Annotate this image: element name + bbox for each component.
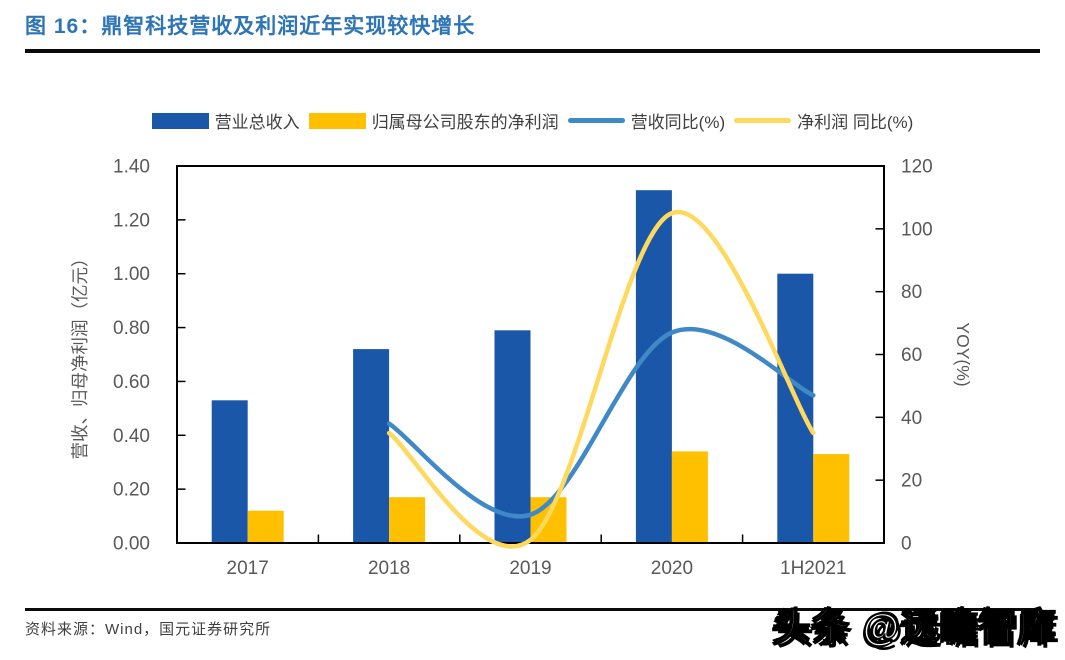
svg-text:40: 40: [901, 408, 922, 429]
legend-label-revenue-yoy: 营收同比(%): [630, 113, 726, 132]
svg-text:0.40: 0.40: [113, 426, 150, 447]
bar-1H2021-1: [813, 454, 850, 543]
svg-text:1.20: 1.20: [113, 210, 150, 231]
legend-item-revenue: 营业总收入: [151, 108, 300, 133]
bar-2017-1: [247, 510, 284, 543]
profit-yoy-line-swatch: [734, 118, 792, 123]
svg-text:0.60: 0.60: [113, 372, 150, 393]
svg-text:2020: 2020: [651, 558, 693, 579]
legend-label-net-profit: 归属母公司股东的净利润: [371, 113, 559, 132]
left-axis-title: 营收、归母净利润（亿元）: [70, 250, 90, 460]
bar-2017-0: [211, 400, 248, 543]
svg-text:60: 60: [901, 345, 922, 366]
svg-text:0.80: 0.80: [113, 318, 150, 339]
bar-2019-0: [494, 330, 531, 543]
bar-2018-0: [353, 349, 390, 543]
bar-1H2021-0: [777, 273, 814, 543]
watermark-text: 头条 @远瞻智库: [772, 606, 1057, 649]
footer-divider: [25, 608, 1040, 611]
legend-label-profit-yoy: 净利润 同比(%): [797, 113, 914, 132]
svg-text:1.00: 1.00: [113, 264, 150, 285]
axis-labels: 0.00 0.20 0.40 0.60 0.80 1.00 1.20 1.40 0 20 40 60 8…: [113, 157, 933, 580]
legend-item-profit-yoy: 净利润 同比(%): [734, 108, 913, 133]
svg-text:2019: 2019: [509, 558, 551, 579]
svg-text:100: 100: [901, 219, 933, 240]
chart-legend: 营业总收入 归属母公司股东的净利润 营收同比(%) 净利润 同比(%): [0, 108, 1065, 133]
legend-item-net-profit: 归属母公司股东的净利润: [308, 108, 559, 133]
svg-text:0: 0: [901, 534, 912, 555]
svg-text:2017: 2017: [227, 558, 269, 579]
yoy-line-1: [386, 209, 816, 549]
svg-text:2018: 2018: [368, 558, 410, 579]
revenue-bar-swatch: [151, 112, 209, 129]
svg-text:0.00: 0.00: [113, 534, 150, 555]
yoy-line-0: [386, 326, 816, 519]
svg-text:20: 20: [901, 471, 922, 492]
figure-title: 图 16：鼎智科技营收及利润近年实现较快增长: [25, 15, 476, 38]
revenue-yoy-line-swatch: [567, 118, 625, 123]
bars-group: [211, 190, 850, 543]
svg-text:80: 80: [901, 282, 922, 303]
svg-text:1.40: 1.40: [113, 157, 150, 178]
svg-text:0.20: 0.20: [113, 480, 150, 501]
svg-text:120: 120: [901, 157, 933, 178]
source-note: 资料来源：Wind，国元证券研究所: [25, 621, 272, 638]
right-axis-title: YOY(%): [953, 322, 973, 386]
legend-item-revenue-yoy: 营收同比(%): [567, 108, 726, 133]
bar-2020-0: [635, 190, 672, 543]
axis-ticks: [177, 165, 884, 544]
net-profit-bar-swatch: [308, 112, 366, 129]
legend-label-revenue: 营业总收入: [214, 113, 300, 132]
bar-2018-1: [389, 497, 426, 543]
bar-2020-1: [671, 451, 708, 543]
svg-text:1H2021: 1H2021: [780, 558, 847, 579]
title-divider: [25, 49, 1040, 53]
